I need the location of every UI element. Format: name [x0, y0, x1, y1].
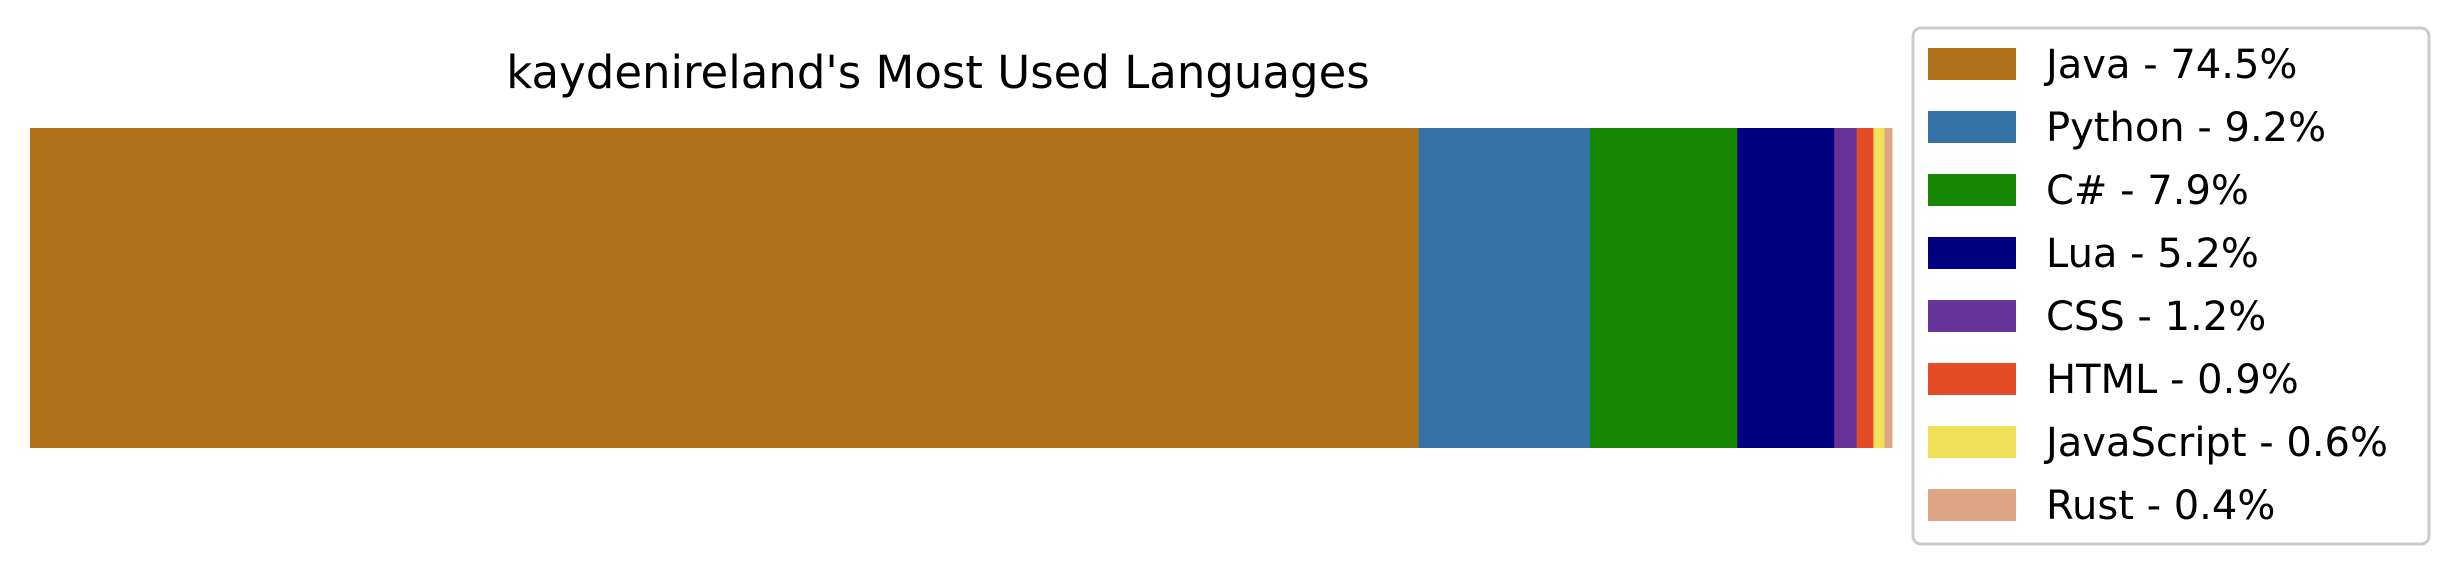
stacked-bar [30, 128, 1893, 448]
legend-label-java: Java - 74.5% [2043, 42, 2297, 88]
legend-label-lua: Lua - 5.2% [2046, 231, 2259, 277]
legend-swatch-rust [1928, 489, 2016, 521]
legend-label-html: HTML - 0.9% [2046, 357, 2299, 403]
legend-label-css: CSS - 1.2% [2046, 294, 2266, 340]
legend: Java - 74.5% Python - 9.2% C# - 7.9% Lua - … [1911, 26, 2431, 546]
legend-swatch-c- [1928, 174, 2016, 206]
bar-segment-rust [1884, 128, 1893, 448]
chart-title: kaydenireland's Most Used Languages [506, 46, 1369, 99]
legend-frame [1911, 26, 2431, 546]
bar-segment-java [30, 128, 1420, 448]
legend-swatch-python [1928, 111, 2016, 143]
bar-segment-html [1856, 128, 1874, 448]
legend-swatch-css [1928, 300, 2016, 332]
bar-segment-css [1834, 128, 1858, 448]
legend-label-rust: Rust - 0.4% [2046, 483, 2275, 529]
legend-label-javascript: JavaScript - 0.6% [2043, 420, 2388, 466]
legend-swatch-html [1928, 363, 2016, 395]
legend-label-python: Python - 9.2% [2046, 105, 2326, 151]
legend-swatch-javascript [1928, 426, 2016, 458]
bar-segment-lua [1737, 128, 1835, 448]
bar-segment-javascript [1873, 128, 1886, 448]
legend-swatch-lua [1928, 237, 2016, 269]
bar-segment-python [1418, 128, 1591, 448]
bar-segment-c- [1590, 128, 1738, 448]
legend-label-c-: C# - 7.9% [2046, 168, 2249, 214]
legend-swatch-java [1928, 48, 2016, 80]
